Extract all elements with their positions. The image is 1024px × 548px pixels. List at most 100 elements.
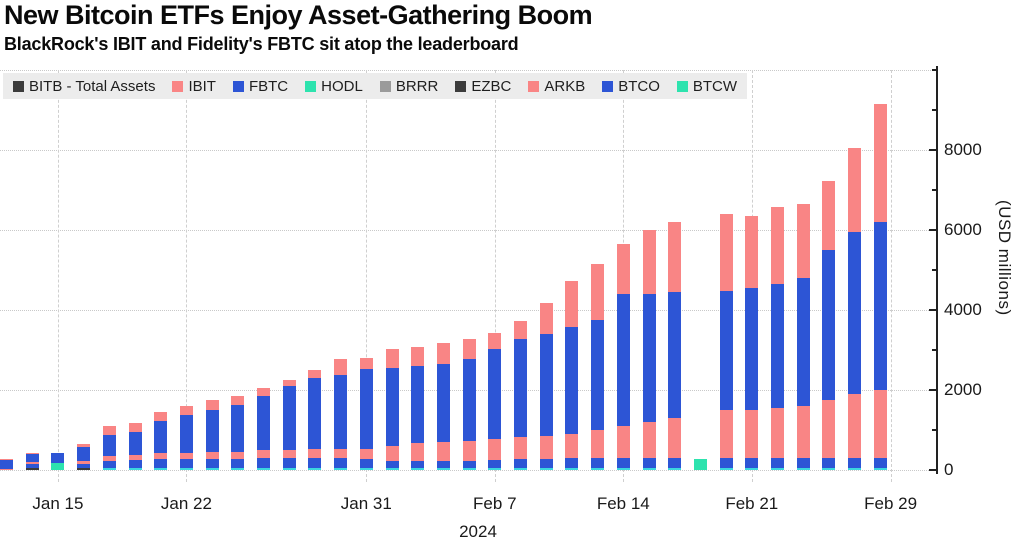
- gridline-horizontal: [0, 310, 937, 311]
- bar-segment-fbtc: [796, 278, 810, 406]
- bar-segment-btcw: [848, 468, 862, 470]
- bar-segment-ibit: [462, 339, 476, 360]
- legend-label: BITB - Total Assets: [29, 77, 156, 95]
- gridline-vertical: [890, 70, 892, 482]
- bar-Jan-26: [282, 379, 296, 470]
- bar-segment-arkb: [668, 418, 682, 458]
- bar-segment-fbtc: [334, 375, 348, 449]
- bar-segment-fbtc: [719, 290, 733, 410]
- bar-segment-ibit: [771, 207, 784, 285]
- bar-segment-btco: [514, 459, 527, 469]
- x-axis-tick-label: Feb 21: [725, 494, 779, 513]
- bar-segment-btcw: [462, 468, 476, 470]
- bar-segment-ibit: [719, 214, 733, 291]
- bar-segment-ibit: [745, 215, 759, 289]
- legend-label: FBTC: [248, 77, 289, 95]
- bar-Feb-7: [488, 333, 502, 470]
- bar-segment-ibit: [591, 263, 605, 321]
- bar-Feb-28: [873, 103, 887, 470]
- bar-segment-fbtc: [102, 434, 116, 456]
- y-axis-title: (USD millions): [995, 200, 1014, 316]
- bar-segment-btcw: [873, 468, 887, 470]
- legend: BITB - Total Assets IBIT FBTC HODL BRRR EZBC A…: [3, 73, 748, 99]
- bar-segment-ibit: [179, 405, 193, 415]
- bar-segment-ibit: [642, 229, 656, 294]
- bar-segment-btco: [848, 458, 862, 469]
- gridline-horizontal: [0, 230, 937, 231]
- y-axis-tick-label: 6000: [944, 220, 982, 239]
- bar-segment-btco: [282, 458, 296, 469]
- bar-segment-btcw: [411, 468, 425, 470]
- bar-segment-arkb: [591, 429, 605, 458]
- y-axis-tick-label: 0: [944, 460, 954, 479]
- bar-segment-arkb: [0, 468, 13, 470]
- legend-item-BRRR: BRRR: [379, 77, 439, 95]
- bar-segment-arkb: [488, 438, 502, 460]
- bar-segment-ibit: [436, 343, 450, 365]
- bar-segment-arkb: [102, 455, 116, 462]
- gridline-horizontal: [0, 150, 937, 151]
- bar-segment-btcw: [102, 468, 116, 470]
- y-axis-major-tick: [929, 309, 936, 311]
- bar-segment-arkb: [179, 452, 193, 460]
- bar-segment-fbtc: [616, 294, 630, 426]
- legend-label: BTCW: [692, 77, 738, 95]
- bar-segment-fbtc: [514, 339, 527, 437]
- bar-segment-ibit: [257, 388, 270, 396]
- bar-segment-btcw: [539, 468, 553, 470]
- bar-segment-arkb: [462, 440, 476, 461]
- bar-segment-arkb: [822, 399, 836, 458]
- bar-segment-fbtc: [411, 366, 425, 443]
- bar-segment-ibit: [668, 222, 682, 292]
- y-axis-major-tick: [929, 229, 936, 231]
- bar-segment-btcw: [385, 468, 399, 470]
- bar-segment-btcw: [771, 468, 784, 470]
- bar-Jan-18: [128, 422, 142, 470]
- legend-swatch: [528, 80, 540, 92]
- bar-segment-ibit: [231, 396, 245, 405]
- legend-label: IBIT: [188, 77, 216, 95]
- bar-segment-btco: [771, 458, 784, 469]
- legend-label: BRRR: [395, 77, 439, 95]
- bar-Feb-8: [514, 321, 527, 470]
- bar-segment-ibit: [539, 302, 553, 335]
- bar-segment-btco: [77, 464, 91, 468]
- y-axis-minor-tick: [932, 269, 936, 271]
- bar-segment-fbtc: [771, 284, 784, 408]
- bar-Feb-26: [822, 181, 836, 470]
- bar-Feb-6: [462, 339, 476, 470]
- bar-segment-btcw: [514, 468, 527, 470]
- legend-swatch: [602, 80, 614, 92]
- bar-segment-ibit: [0, 458, 13, 460]
- bar-segment-arkb: [616, 426, 630, 458]
- bar-segment-btcw: [257, 468, 270, 470]
- bar-segment-btcw: [642, 468, 656, 470]
- legend-swatch: [305, 80, 317, 92]
- y-axis-minor-tick: [932, 189, 936, 191]
- x-axis-tick-label: Jan 31: [340, 494, 392, 513]
- gridline-horizontal: [0, 470, 937, 471]
- bar-segment-btco: [488, 460, 502, 469]
- bar-segment-arkb: [848, 394, 862, 459]
- bar-segment-ibit: [848, 148, 862, 232]
- bar-Jan-31: [359, 358, 373, 470]
- bar-segment-ibit: [616, 243, 630, 294]
- bar-segment-btco: [462, 461, 476, 469]
- bar-segment-ibit: [205, 400, 219, 410]
- bar-segment-ibit: [822, 181, 836, 250]
- bar-Feb-16: [668, 222, 682, 470]
- bar-segment-fbtc: [873, 221, 887, 391]
- bar-segment-arkb: [719, 409, 733, 458]
- bar-segment-fbtc: [128, 431, 142, 455]
- bar-segment-hodl: [693, 458, 707, 470]
- chart-title: New Bitcoin ETFs Enjoy Asset-Gathering B…: [4, 0, 593, 30]
- bar-segment-ibit: [514, 321, 527, 340]
- bar-Feb-2: [411, 347, 425, 470]
- gridline-vertical: [494, 70, 496, 482]
- bar-segment-fbtc: [822, 249, 836, 400]
- x-axis-tick-label: Feb 29: [864, 494, 918, 513]
- bar-segment-fbtc: [462, 359, 476, 441]
- bar-segment-btco: [205, 458, 219, 469]
- bar-segment-fbtc: [308, 378, 322, 449]
- legend-item-BTCO: BTCO: [602, 78, 660, 95]
